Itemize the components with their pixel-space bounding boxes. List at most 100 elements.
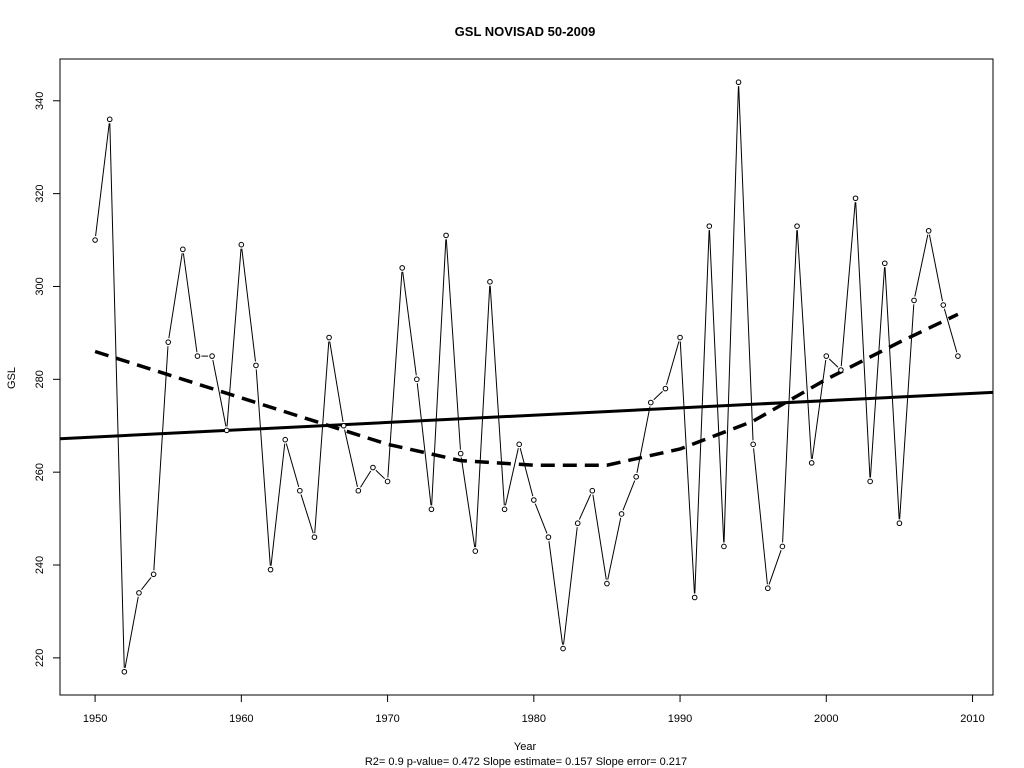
series-segment xyxy=(653,391,663,401)
data-point xyxy=(238,241,245,248)
series-segment xyxy=(708,230,725,543)
series-segment xyxy=(124,596,139,668)
data-point xyxy=(691,594,698,601)
data-point xyxy=(648,399,654,406)
series-segment xyxy=(666,341,680,385)
data-point xyxy=(706,223,713,229)
data-point xyxy=(457,450,464,457)
series-segment xyxy=(828,358,839,368)
series-segment xyxy=(578,494,592,520)
series-segment xyxy=(270,443,286,566)
series-segment xyxy=(168,253,183,339)
data-point xyxy=(808,460,815,466)
chart-footnote: R2= 0.9 p-value= 0.472 Slope estimate= 0… xyxy=(365,756,687,768)
series-segment xyxy=(811,360,827,459)
data-point xyxy=(136,590,142,596)
series-segment xyxy=(387,271,403,478)
data-point xyxy=(838,367,844,373)
data-point xyxy=(896,520,903,527)
series-segment xyxy=(344,429,358,487)
chart-title: GSL NOVISAD 50-2009 xyxy=(455,24,596,39)
series-segment xyxy=(153,346,169,571)
series-segment xyxy=(899,304,915,520)
series-segment xyxy=(622,480,636,511)
series-segment xyxy=(855,202,871,478)
data-point xyxy=(180,246,186,253)
series-segment xyxy=(928,234,943,302)
data-point xyxy=(955,353,961,359)
y-tick-label: 260 xyxy=(34,463,46,481)
y-axis: 220 240 260 280 300 320 340 xyxy=(34,92,60,667)
series-segment xyxy=(943,308,958,353)
data-point xyxy=(823,353,830,359)
data-point xyxy=(574,520,581,527)
data-point xyxy=(794,223,800,229)
series-segment xyxy=(884,267,900,520)
data-point xyxy=(852,195,859,202)
data-point xyxy=(355,487,362,494)
data-point xyxy=(443,232,449,239)
data-point xyxy=(150,571,157,578)
data-point xyxy=(428,506,435,513)
x-tick-label: 1970 xyxy=(375,713,399,725)
data-point xyxy=(867,478,873,485)
y-tick-label: 300 xyxy=(34,277,46,295)
data-point xyxy=(940,302,947,308)
smooth-curve xyxy=(94,312,959,467)
data-point xyxy=(106,116,113,123)
series-segment xyxy=(504,448,519,506)
series-segment xyxy=(255,369,271,566)
series-segment xyxy=(314,341,330,534)
y-tick-label: 280 xyxy=(34,370,46,388)
y-tick-label: 340 xyxy=(34,92,46,110)
data-point xyxy=(370,464,376,471)
data-point xyxy=(516,441,522,448)
data-point xyxy=(326,334,332,341)
series-segment xyxy=(431,239,447,506)
data-point xyxy=(165,339,172,345)
series-segment xyxy=(329,341,344,422)
data-point xyxy=(340,422,347,429)
y-tick-label: 220 xyxy=(34,649,46,667)
series-segment xyxy=(723,86,739,543)
series-segment xyxy=(95,123,110,237)
data-point xyxy=(633,474,639,480)
data-point xyxy=(282,436,289,443)
data-point xyxy=(925,227,932,234)
series-segment xyxy=(402,271,417,376)
plot-frame xyxy=(59,58,994,696)
series-segment xyxy=(796,230,812,459)
series-segment xyxy=(475,285,491,548)
series-segment xyxy=(563,527,578,645)
series-segment xyxy=(840,202,856,367)
series-segment xyxy=(226,248,242,427)
data-point xyxy=(779,543,786,550)
y-tick-label: 240 xyxy=(34,556,46,574)
trend-line xyxy=(59,390,994,441)
series-segment xyxy=(636,406,651,473)
data-point xyxy=(750,441,756,448)
data-point xyxy=(881,260,888,267)
x-tick-label: 2000 xyxy=(814,713,838,725)
data-point xyxy=(487,279,493,285)
data-point xyxy=(194,353,201,359)
data-point xyxy=(311,534,318,540)
x-tick-label: 1980 xyxy=(522,713,546,725)
data-point xyxy=(384,478,391,485)
chart-marks xyxy=(59,79,994,675)
series-segment xyxy=(548,541,564,645)
data-point xyxy=(677,334,683,341)
data-point xyxy=(472,548,479,554)
series-segment xyxy=(738,86,754,441)
data-point xyxy=(223,427,230,434)
data-point xyxy=(399,265,405,271)
x-axis: 1950 1960 1970 1980 1990 2000 2010 xyxy=(83,695,985,725)
data-point xyxy=(531,497,537,503)
data-point xyxy=(721,543,727,550)
series-segment xyxy=(914,234,929,297)
series-segment xyxy=(141,577,152,591)
x-tick-label: 1960 xyxy=(229,713,253,725)
series-segment xyxy=(460,457,476,548)
data-point xyxy=(297,487,303,494)
series-segment xyxy=(375,469,386,480)
